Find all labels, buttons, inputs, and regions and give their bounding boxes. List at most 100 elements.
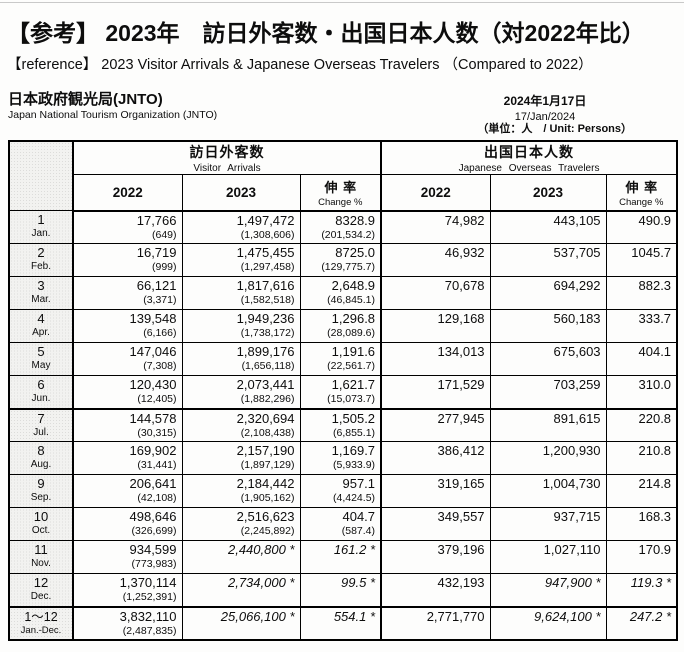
cell-value: 560,183 — [553, 311, 601, 326]
visitor-arrivals-2023-cell: 2,157,190 (1,897,129) — [181, 441, 301, 475]
table-row: 1 Jan. 17,766 (649) 1,497,472 (1,308,606) 8328… — [8, 210, 678, 244]
month-name: May — [31, 360, 51, 371]
cell-value: 99.5 * — [341, 575, 376, 590]
overseas-travelers-2022-cell: 129,168 — [380, 309, 491, 343]
cell-value: 139,548 — [129, 311, 177, 326]
visitor-arrivals-2022-cell: 66,121 (3,371) — [72, 276, 183, 310]
visitor-arrivals-2022-cell: 16,719 (999) — [72, 243, 183, 277]
overseas-travelers-change-cell: 333.7 — [605, 309, 678, 343]
month-name: Oct. — [31, 525, 51, 536]
cell-sub-value: (42,108) — [137, 492, 177, 504]
visitor-arrivals-2022-cell: 17,766 (649) — [72, 210, 183, 244]
cell-sub-value: (1,882,296) — [240, 393, 295, 405]
cell-value: 247.2 * — [629, 608, 672, 624]
month-cell: 4 Apr. — [8, 309, 74, 343]
cell-value: 66,121 — [136, 278, 177, 293]
cell-value: 120,430 — [129, 377, 177, 392]
overseas-travelers-change-cell: 247.2 * — [605, 605, 678, 640]
cell-sub-value: (129,775.7) — [321, 261, 376, 273]
table-row: 10 Oct. 498,646 (326,699) 2,516,623 (2,245,89… — [8, 507, 678, 541]
cell-sub-value: (3,371) — [143, 294, 177, 306]
cell-value: 70,678 — [444, 278, 485, 293]
cell-value: 432,193 — [437, 575, 485, 590]
month-name: Nov. — [31, 558, 51, 569]
cell-value: 379,196 — [437, 542, 485, 557]
overseas-travelers-2022-cell: 2,771,770 — [380, 605, 491, 640]
cell-value: 310.0 — [638, 377, 672, 392]
cell-value: 170.9 — [638, 542, 672, 557]
cell-value: 937,715 — [553, 509, 601, 524]
visitor-arrivals-2023-cell: 1,475,455 (1,297,458) — [181, 243, 301, 277]
overseas-travelers-change-cell: 168.3 — [605, 507, 678, 541]
overseas-travelers-2022-cell: 46,932 — [380, 243, 491, 277]
visitor-arrivals-2023-cell: 25,066,100 * — [181, 605, 301, 640]
visitor-arrivals-2022-cell: 498,646 (326,699) — [72, 507, 183, 541]
cell-value: 554.1 * — [333, 608, 376, 624]
month-number: 4 — [37, 311, 45, 326]
overseas-travelers-2022-cell: 74,982 — [380, 210, 491, 244]
cell-value: 2,734,000 * — [227, 575, 295, 590]
col-header-va-2023: 2023 — [181, 174, 301, 212]
cell-value: 129,168 — [437, 311, 485, 326]
cell-value: 9,624,100 * — [534, 608, 601, 624]
cell-value: 169,902 — [129, 443, 177, 458]
table-row: 2 Feb. 16,719 (999) 1,475,455 (1,297,458) 8725… — [8, 243, 678, 277]
cell-value: 134,013 — [437, 344, 485, 359]
overseas-travelers-change-cell: 404.1 — [605, 342, 678, 376]
cell-value: 2,184,442 — [236, 476, 295, 491]
cell-value: 1,497,472 — [236, 212, 295, 228]
table-row: 6 Jun. 120,430 (12,405) 2,073,441 (1,882,296)… — [8, 375, 678, 409]
month-name: Dec. — [30, 591, 52, 602]
change-label-en: Change % — [318, 196, 363, 208]
cell-sub-value: (6,166) — [143, 327, 177, 339]
cell-value: 319,165 — [437, 476, 485, 491]
cell-value: 206,641 — [129, 476, 177, 491]
cell-value: 694,292 — [553, 278, 601, 293]
overseas-travelers-change-cell: 1045.7 — [605, 243, 678, 277]
cell-value: 1,899,176 — [236, 344, 295, 359]
month-number: 7 — [37, 410, 45, 426]
cell-sub-value: (1,905,162) — [240, 492, 295, 504]
org-name-jp: 日本政府観光局(JNTO) — [8, 91, 163, 108]
cell-sub-value: (2,108,438) — [240, 426, 295, 439]
group-label-en: Visitor Arrivals — [193, 163, 261, 174]
month-cell: 11 Nov. — [8, 540, 74, 574]
month-cell: 6 Jun. — [8, 375, 74, 409]
month-number: 3 — [37, 278, 45, 293]
table-row: 11 Nov. 934,599 (773,983) 2,440,800 * 161.2 *… — [8, 540, 678, 574]
cell-sub-value: (649) — [151, 228, 177, 241]
month-name: Apr. — [32, 327, 50, 338]
cell-sub-value: (22,561.7) — [327, 360, 376, 372]
cell-value: 349,557 — [437, 509, 485, 524]
month-cell: 2 Feb. — [8, 243, 74, 277]
cell-value: 1,169.7 — [331, 443, 376, 458]
cell-value: 147,046 — [129, 344, 177, 359]
report-date: 2024年1月17日 17/Jan/2024 — [450, 92, 640, 123]
cell-sub-value: (4,424.5) — [333, 492, 376, 504]
month-name: Sep. — [30, 492, 52, 503]
cell-sub-value: (1,297,458) — [240, 261, 295, 273]
overseas-travelers-2022-cell: 379,196 — [380, 540, 491, 574]
month-number: 12 — [33, 575, 49, 590]
visitor-arrivals-2023-cell: 1,497,472 (1,308,606) — [181, 210, 301, 244]
overseas-travelers-change-cell: 119.3 * — [605, 573, 678, 607]
table-row: 12 Dec. 1,370,114 (1,252,391) 2,734,000 * 99.… — [8, 573, 678, 607]
table-body: 1 Jan. 17,766 (649) 1,497,472 (1,308,606) 8328… — [8, 210, 678, 640]
cell-value: 1,817,616 — [236, 278, 295, 293]
statistics-table: 訪日外客数 Visitor Arrivals 出国日本人数 Japanese O… — [8, 140, 679, 641]
overseas-travelers-2023-cell: 703,259 — [489, 375, 607, 409]
cell-value: 1045.7 — [631, 245, 672, 260]
overseas-travelers-change-cell: 170.9 — [605, 540, 678, 574]
visitor-arrivals-change-cell: 1,169.7 (5,933.9) — [299, 441, 383, 475]
table-row: 4 Apr. 139,548 (6,166) 1,949,236 (1,738,172) 1… — [8, 309, 678, 343]
cell-sub-value: (15,073.7) — [327, 393, 376, 405]
month-cell: 12 Dec. — [8, 573, 74, 607]
visitor-arrivals-change-cell: 2,648.9 (46,845.1) — [299, 276, 383, 310]
table-row: 3 Mar. 66,121 (3,371) 1,817,616 (1,582,518) 2,… — [8, 276, 678, 310]
table-row: 7 Jul. 144,578 (30,315) 2,320,694 (2,108,438)… — [8, 407, 678, 442]
cell-value: 947,900 * — [544, 575, 601, 590]
month-cell: 5 May — [8, 342, 74, 376]
month-number: 1 — [37, 212, 45, 227]
cell-value: 1,004,730 — [542, 476, 601, 491]
cell-value: 25,066,100 * — [220, 608, 295, 624]
